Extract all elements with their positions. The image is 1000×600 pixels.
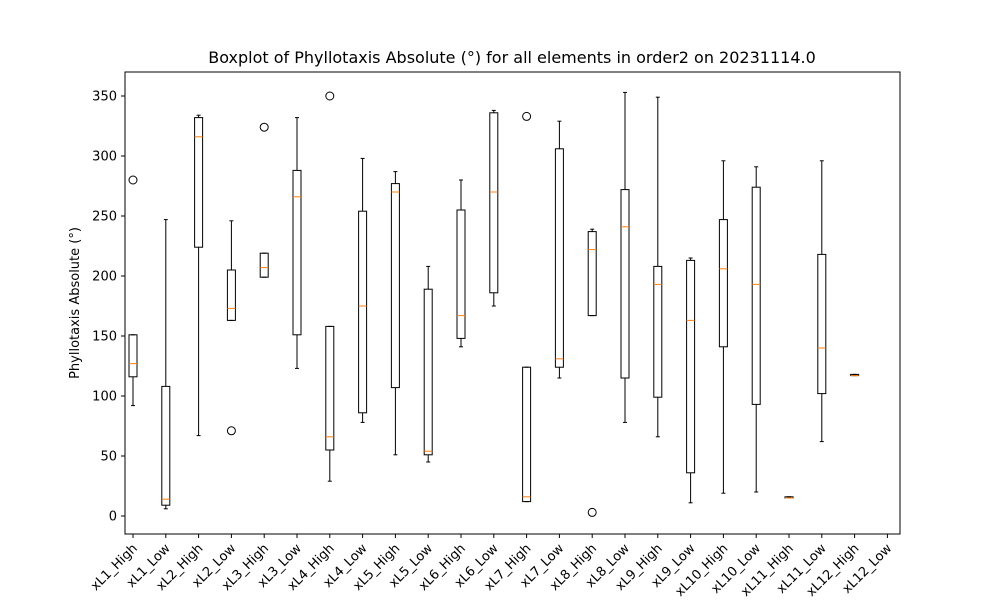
outlier-point <box>226 426 236 436</box>
box <box>390 183 400 389</box>
box <box>751 186 761 405</box>
y-tick-label: 0 <box>109 510 117 525</box>
y-tick-label: 300 <box>92 150 117 165</box>
box <box>456 209 466 339</box>
chart-title: Boxplot of Phyllotaxis Absolute (°) for … <box>208 48 816 67</box>
outlier-point <box>587 507 597 517</box>
axes-frame <box>124 71 901 535</box>
outlier-point <box>522 111 532 121</box>
box <box>226 269 236 321</box>
box <box>358 210 368 414</box>
box <box>718 219 728 348</box>
box <box>161 385 171 506</box>
box <box>620 189 630 379</box>
y-tick-label: 250 <box>92 210 117 225</box>
box <box>554 148 564 368</box>
box <box>587 231 597 317</box>
y-axis-label: Phyllotaxis Absolute (°) <box>68 227 83 379</box>
box <box>194 117 204 248</box>
y-tick-label: 200 <box>92 270 117 285</box>
box <box>292 169 302 336</box>
y-tick-label: 350 <box>92 90 117 105</box>
box <box>259 252 269 278</box>
box <box>423 288 433 456</box>
outlier-point <box>325 91 335 101</box>
y-tick-label: 150 <box>92 330 117 345</box>
box <box>817 253 827 395</box>
box <box>522 366 532 503</box>
outlier-point <box>128 175 138 185</box>
plot-area: 050100150200250300350xL1_HighxL1_LowxL2_… <box>88 90 895 600</box>
box <box>653 265 663 398</box>
outlier-point <box>259 122 269 132</box>
y-tick-label: 100 <box>92 390 117 405</box>
box <box>128 334 138 378</box>
y-tick-label: 50 <box>100 450 117 465</box>
box <box>489 112 499 294</box>
box <box>325 325 335 451</box>
box <box>686 259 696 474</box>
